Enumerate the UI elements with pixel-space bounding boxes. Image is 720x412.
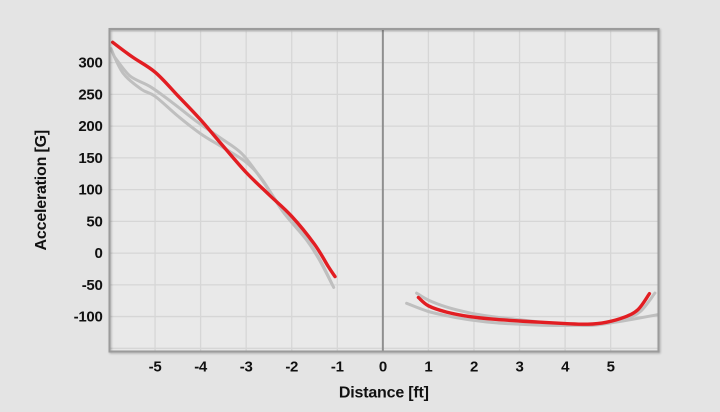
y-tick-label--100: -100 bbox=[74, 309, 103, 326]
x-tick-label-4: 4 bbox=[561, 359, 570, 376]
series-red-run-segment-2 bbox=[416, 292, 652, 326]
x-tick-label-2: 2 bbox=[470, 359, 478, 376]
y-tick-label-200: 200 bbox=[78, 118, 102, 135]
x-tick-label--5: -5 bbox=[149, 359, 162, 376]
y-tick-label-100: 100 bbox=[78, 182, 102, 199]
x-axis-title: Distance [ft] bbox=[339, 385, 429, 402]
y-tick-label-250: 250 bbox=[78, 86, 102, 103]
x-tick-label-0: 0 bbox=[379, 359, 387, 376]
y-tick-label-300: 300 bbox=[78, 55, 102, 72]
series-red-run-segment-1 bbox=[111, 40, 337, 279]
x-tick-label-5: 5 bbox=[607, 359, 615, 376]
series-gray-run-2-segment-2 bbox=[405, 301, 660, 327]
y-tick-label-0: 0 bbox=[94, 245, 102, 262]
x-tick-label-3: 3 bbox=[516, 359, 524, 376]
y-tick-label-150: 150 bbox=[78, 150, 102, 167]
y-tick-label-50: 50 bbox=[86, 213, 102, 230]
plot-border bbox=[108, 28, 660, 353]
x-tick-label--3: -3 bbox=[240, 359, 253, 376]
y-axis-title: Acceleration [G] bbox=[33, 130, 50, 250]
x-tick-label-1: 1 bbox=[424, 359, 432, 376]
x-tick-label--1: -1 bbox=[331, 359, 344, 376]
x-tick-label--2: -2 bbox=[285, 359, 298, 376]
y-tick-label--50: -50 bbox=[82, 277, 103, 294]
x-tick-label--4: -4 bbox=[194, 359, 208, 376]
